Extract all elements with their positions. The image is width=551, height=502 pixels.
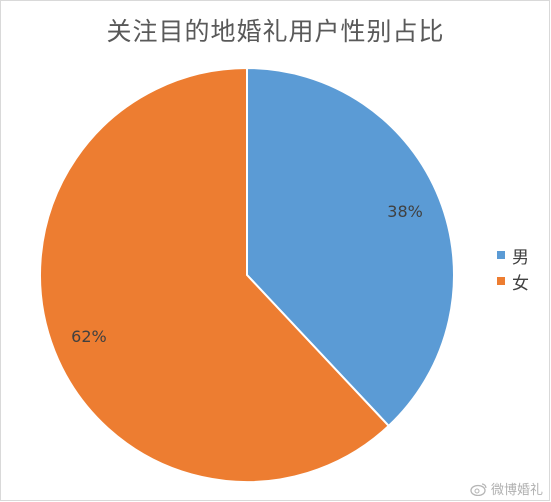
legend-label: 女 (512, 273, 529, 294)
legend-item-1: 男 (497, 242, 529, 268)
legend-item-2: 女 (497, 268, 529, 294)
slice-value-label-1: 38% (387, 202, 423, 221)
legend-swatch (497, 251, 505, 259)
pie-slice-1 (246, 66, 455, 428)
legend-label: 男 (512, 247, 529, 268)
watermark-text: 微博婚礼 (490, 483, 543, 498)
legend-swatch (497, 277, 505, 285)
weibo-logo-icon (470, 482, 487, 496)
pie-slice-2 (39, 66, 391, 483)
chart-title: 关注目的地婚礼用户性别占比 (106, 17, 445, 46)
chart-legend: 男女 (497, 242, 529, 294)
slice-value-label-2: 62% (71, 327, 107, 346)
watermark: 微博婚礼 (470, 479, 543, 498)
